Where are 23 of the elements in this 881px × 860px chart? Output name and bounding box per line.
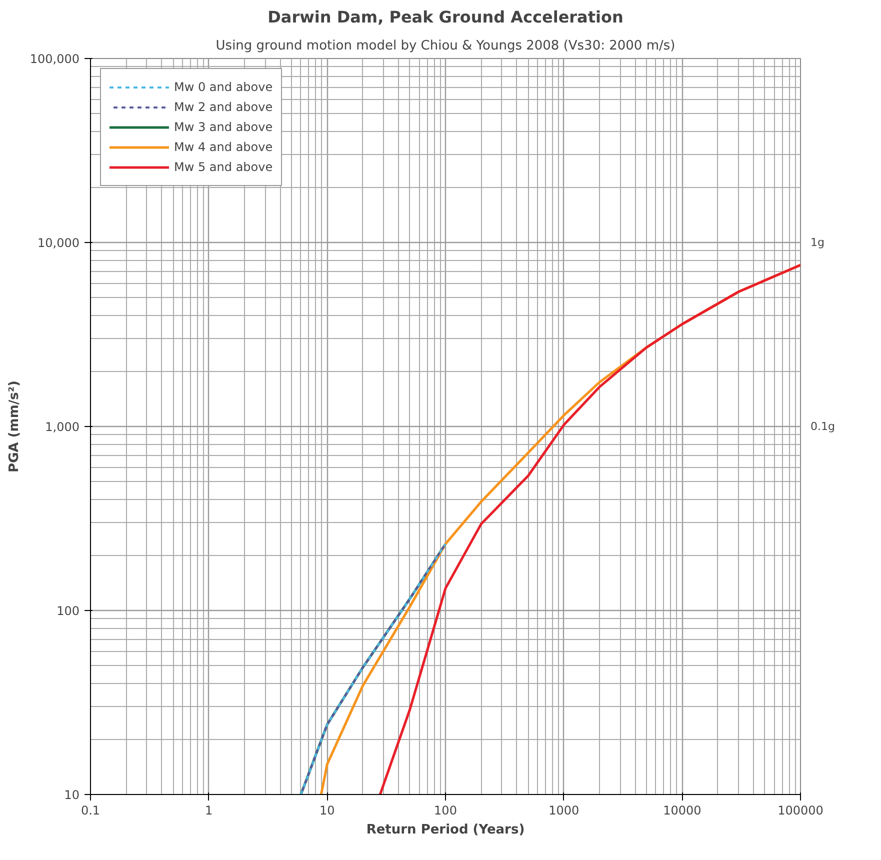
y-tick-label: 1,000 bbox=[45, 420, 80, 434]
x-tick-label: 10000 bbox=[663, 804, 702, 818]
y-tick-label: 100,000 bbox=[30, 52, 80, 66]
chart-title: Darwin Dam, Peak Ground Acceleration bbox=[268, 8, 624, 26]
text: 0.1g bbox=[810, 420, 835, 433]
x-axis-title: Return Period (Years) bbox=[366, 822, 525, 838]
y-tick-label: 100 bbox=[56, 604, 80, 618]
legend-label: Mw 2 and above bbox=[174, 100, 273, 114]
x-tick-label: 1000 bbox=[548, 804, 580, 818]
legend-label: Mw 4 and above bbox=[174, 140, 273, 154]
y-tick-label: 10,000 bbox=[38, 236, 80, 250]
x-tick-label: 10 bbox=[320, 804, 335, 818]
legend-label: Mw 3 and above bbox=[174, 120, 273, 134]
x-tick-label: 100 bbox=[434, 804, 457, 818]
legend-label: Mw 5 and above bbox=[174, 160, 273, 174]
x-tick-label: 100000 bbox=[778, 804, 824, 818]
y-tick-label: 10 bbox=[64, 788, 80, 802]
chart-subtitle: Using ground motion model by Chiou & Youngs 2008 (Vs30: 2000 m/s) bbox=[216, 38, 676, 54]
x-tick-label: 0.1 bbox=[80, 804, 100, 818]
y-axis-title: PGA (mm/s²) bbox=[6, 380, 22, 472]
legend-label: Mw 0 and above bbox=[174, 80, 273, 94]
x-tick-label: 1 bbox=[205, 804, 213, 818]
text: 1g bbox=[810, 236, 824, 249]
